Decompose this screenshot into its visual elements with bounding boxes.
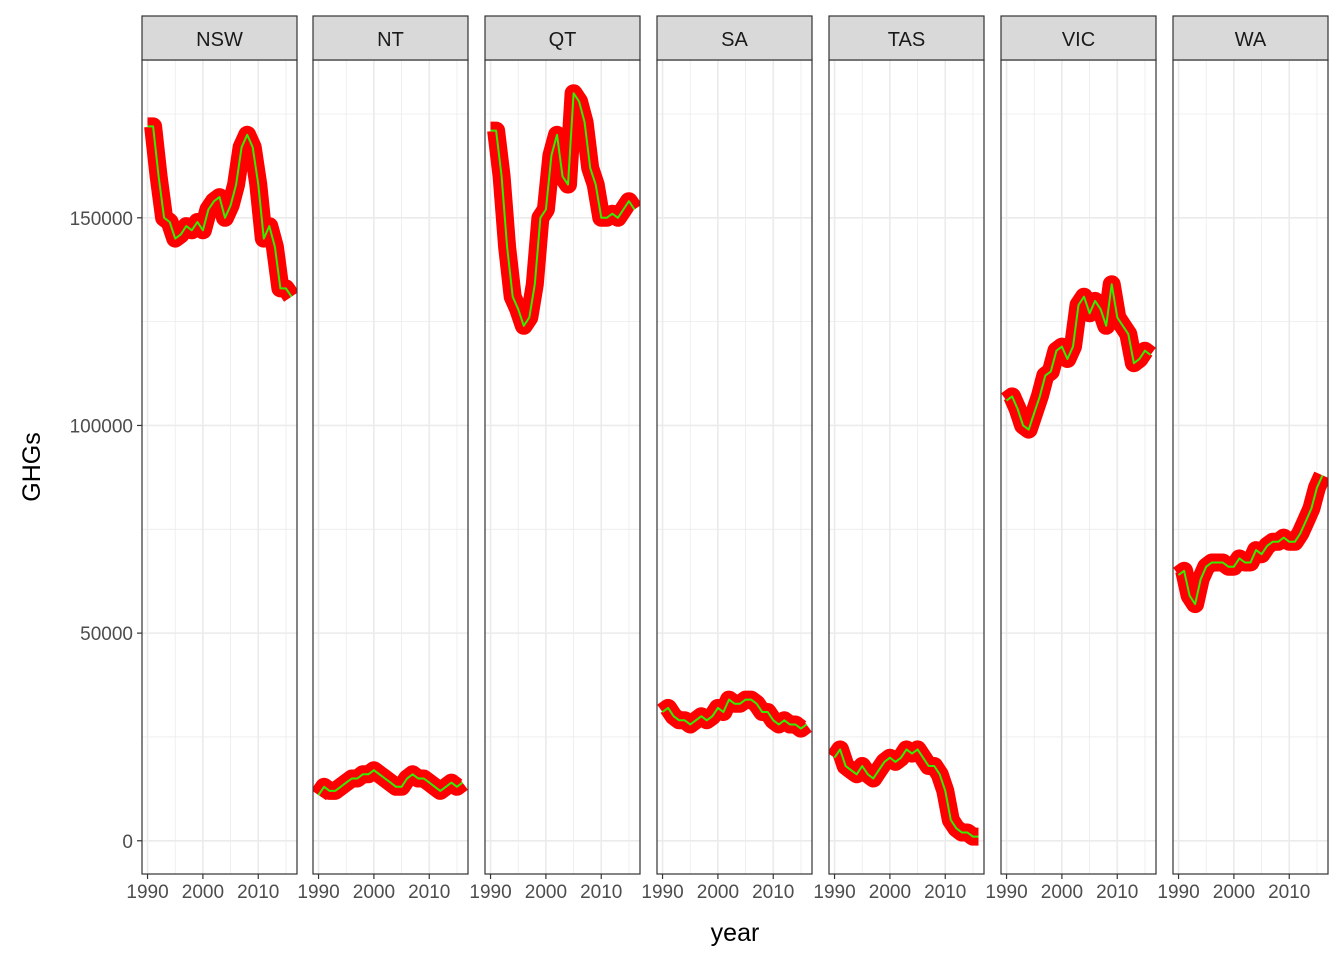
x-tick-label: 1990 — [641, 882, 683, 903]
x-tick-label: 1990 — [813, 882, 855, 903]
panel-background — [313, 60, 468, 874]
facet-strip — [1000, 15, 1157, 61]
x-tick-label: 2010 — [1096, 882, 1138, 903]
x-tick-label: 2010 — [237, 882, 279, 903]
x-tick-label: 1990 — [297, 882, 339, 903]
x-tick-label: 2000 — [1041, 882, 1083, 903]
x-tick-label: 1990 — [469, 882, 511, 903]
facet-strip — [141, 15, 298, 61]
series-line-thin-qt — [490, 92, 636, 327]
facet-panel-nsw: NSW 1990 2000 2010 — [126, 15, 298, 903]
facet-panel-wa: WA 1990 2000 2010 — [1157, 15, 1329, 903]
facet-strip — [312, 15, 469, 61]
facet-strip — [1172, 15, 1329, 61]
y-tick-label: 100000 — [70, 416, 133, 437]
panel-background — [1001, 60, 1156, 874]
panel-background — [1173, 60, 1328, 874]
series-line-thin-wa — [1177, 474, 1324, 606]
facet-strip-label: WA — [1235, 29, 1267, 51]
x-tick-label: 2000 — [182, 882, 224, 903]
x-tick-label: 1990 — [985, 882, 1027, 903]
series-line-thin-nsw — [147, 125, 293, 298]
facet-strip-label: SA — [721, 29, 748, 51]
series-line-thin-tas — [833, 748, 979, 838]
x-tick-label: 1990 — [1157, 882, 1199, 903]
x-axis-title: year — [711, 919, 760, 947]
x-tick-label: 2010 — [752, 882, 794, 903]
series-line-thin-sa — [661, 698, 808, 730]
x-tick-label: 2010 — [924, 882, 966, 903]
facet-strip — [828, 15, 985, 61]
series-line-thin-vic — [1005, 283, 1152, 431]
facet-panel-tas: TAS 1990 2000 2010 — [813, 15, 985, 903]
facet-strip-label: NT — [377, 29, 404, 51]
facet-panel-qt: QT 1990 2000 2010 — [469, 15, 641, 903]
y-tick-label: 150000 — [70, 209, 133, 230]
x-tick-label: 2010 — [408, 882, 450, 903]
facet-panel-nt: NT 1990 2000 2010 — [297, 15, 469, 903]
y-tick-label: 50000 — [80, 624, 133, 645]
x-tick-label: 2000 — [869, 882, 911, 903]
x-tick-label: 1990 — [126, 882, 168, 903]
panel-background — [829, 60, 984, 874]
panel-background — [657, 60, 812, 874]
facet-panel-sa: SA 1990 2000 2010 — [641, 15, 813, 903]
x-tick-label: 2000 — [525, 882, 567, 903]
y-axis-title: GHGs — [18, 432, 46, 501]
facet-strip — [656, 15, 813, 61]
facet-strip-label: TAS — [888, 29, 925, 51]
x-tick-label: 2000 — [697, 882, 739, 903]
x-tick-label: 2000 — [1213, 882, 1255, 903]
facet-strip — [484, 15, 641, 61]
x-tick-label: 2010 — [1268, 882, 1310, 903]
facet-strip-label: VIC — [1062, 29, 1095, 51]
facet-panel-vic: VIC 1990 2000 2010 — [985, 15, 1157, 903]
facet-panels: NSW 1990 2000 2010 NT 1990 2000 2010 QT 1990 2000 2… — [126, 15, 1329, 903]
y-axis: 0 50000 100000 150000 — [70, 209, 142, 853]
y-tick-label: 0 — [122, 832, 133, 853]
series-line-thin-nt — [317, 769, 464, 796]
facet-strip-label: NSW — [196, 29, 243, 51]
facet-strip-label: QT — [549, 29, 577, 51]
x-tick-label: 2010 — [580, 882, 622, 903]
x-tick-label: 2000 — [353, 882, 395, 903]
